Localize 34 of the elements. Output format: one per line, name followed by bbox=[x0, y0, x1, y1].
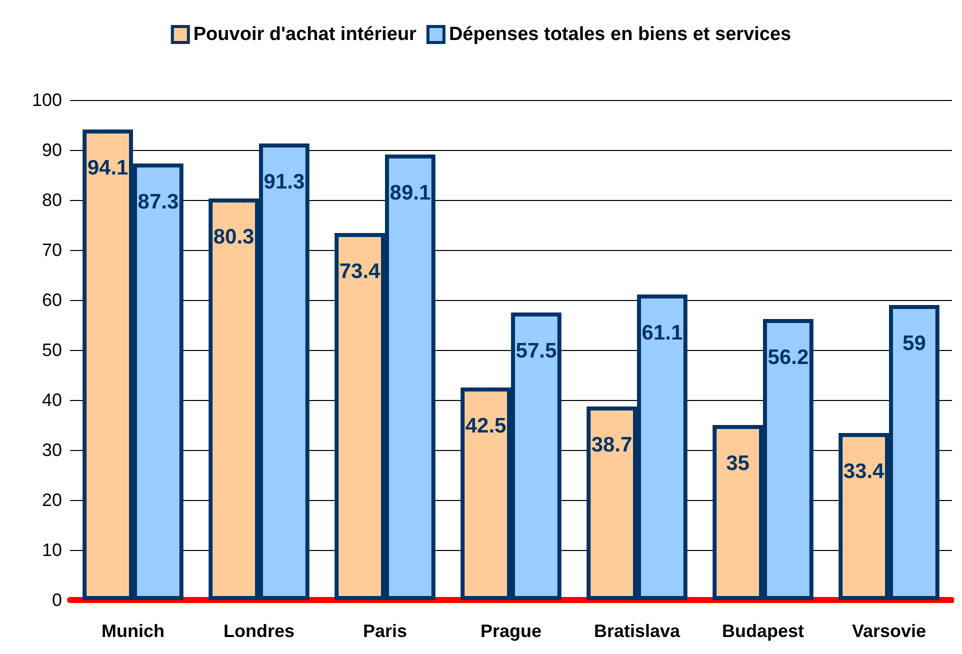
data-label: 35 bbox=[726, 452, 750, 475]
legend-label: Pouvoir d'achat intérieur bbox=[193, 24, 418, 45]
x-tick-label: Prague bbox=[480, 621, 542, 641]
y-tick-label: 20 bbox=[42, 490, 62, 510]
x-tick-label: Londres bbox=[223, 621, 295, 641]
x-tick-label: Varsovie bbox=[852, 621, 926, 641]
data-label: 59 bbox=[902, 332, 926, 355]
data-label: 61.1 bbox=[642, 322, 683, 344]
y-tick-label: 40 bbox=[42, 390, 62, 410]
x-tick-label: Paris bbox=[362, 621, 408, 641]
data-label: 73.4 bbox=[339, 260, 381, 283]
data-label: 38.7 bbox=[591, 434, 632, 456]
data-label: 91.3 bbox=[264, 170, 305, 194]
data-label: 87.3 bbox=[138, 190, 179, 214]
y-tick-label: 0 bbox=[52, 590, 62, 610]
x-tick-label: Budapest bbox=[722, 621, 804, 641]
y-tick-label: 100 bbox=[32, 90, 62, 110]
legend-label: Dépenses totales en biens et services bbox=[448, 24, 792, 45]
x-tick-label: Munich bbox=[102, 621, 164, 641]
y-tick-label: 30 bbox=[42, 440, 62, 460]
data-label: 94.1 bbox=[87, 156, 129, 180]
data-label: 33.4 bbox=[843, 460, 885, 483]
y-tick-label: 10 bbox=[42, 540, 62, 560]
data-label: 89.1 bbox=[390, 182, 431, 204]
x-tick-label: Bratislava bbox=[594, 621, 682, 641]
data-label: 42.5 bbox=[465, 414, 507, 438]
y-tick-label: 50 bbox=[42, 340, 62, 360]
y-tick-label: 70 bbox=[42, 240, 62, 260]
data-label: 80.3 bbox=[213, 226, 254, 248]
y-tick-label: 90 bbox=[42, 140, 62, 160]
y-tick-label: 80 bbox=[42, 190, 62, 210]
data-label: 56.2 bbox=[768, 346, 809, 369]
data-label: 57.5 bbox=[516, 340, 557, 362]
y-tick-label: 60 bbox=[42, 290, 62, 310]
